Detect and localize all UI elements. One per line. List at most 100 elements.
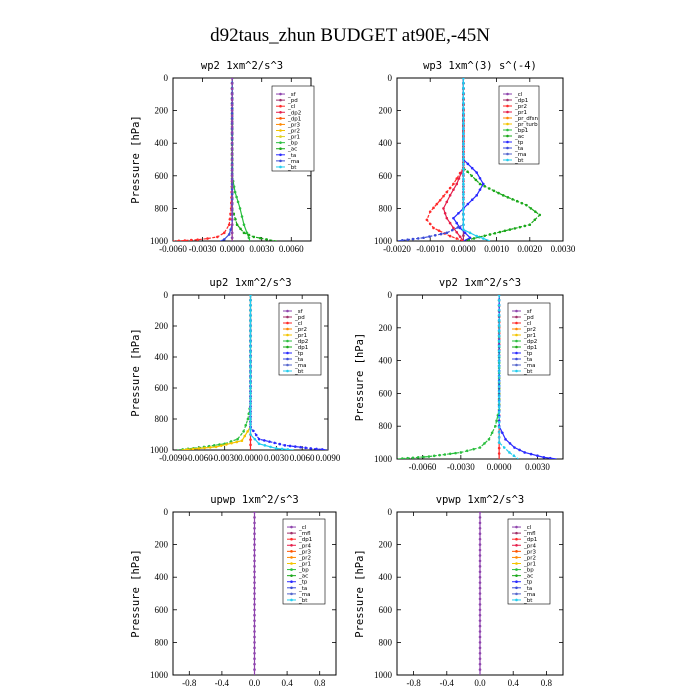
series-marker [304, 446, 307, 450]
series-marker [232, 185, 236, 188]
y-tick-label: 200 [379, 323, 393, 333]
series-marker [253, 521, 256, 525]
series-marker [427, 455, 431, 458]
series-marker [470, 174, 474, 178]
series-marker [482, 182, 485, 186]
series-marker [428, 222, 432, 226]
legend-label: _ta [287, 153, 296, 159]
series-marker [442, 207, 445, 210]
series-marker [542, 456, 546, 459]
series-marker [432, 454, 436, 458]
panel-title: upwp 1xm^2/s^3 [210, 494, 299, 506]
legend-swatch-marker [515, 333, 518, 337]
series-marker [230, 163, 234, 167]
legend-swatch-marker [279, 110, 282, 114]
series-marker [428, 210, 432, 213]
x-tick-label: 0.0030 [264, 453, 289, 463]
y-tick-label: 0 [388, 290, 393, 300]
x-tick-label: -0.8 [182, 678, 197, 688]
legend-swatch-marker [506, 128, 509, 132]
series-marker [249, 428, 252, 431]
series-marker [497, 390, 501, 394]
series-marker [478, 592, 482, 595]
series-marker [497, 334, 501, 338]
series-marker [230, 198, 234, 201]
series-marker [243, 434, 247, 438]
series-marker [494, 424, 497, 428]
x-tick-label: 0.4 [281, 678, 293, 688]
legend-label: _pr1 [294, 333, 307, 339]
series-marker [462, 203, 465, 206]
x-tick-label: -0.4 [440, 678, 455, 688]
series-marker [249, 371, 252, 374]
series-marker [497, 295, 501, 297]
legend-swatch-marker [515, 369, 518, 373]
series-marker [219, 444, 223, 447]
legend: _sf_pd_cl_pr2_pr1_dp2_dp1_tp_ta_ma_bt [278, 302, 322, 376]
legend-label: _bp [287, 141, 298, 147]
legend-label: _pr2 [287, 129, 300, 135]
legend-label: _pr3 [287, 122, 301, 128]
series-marker [249, 381, 252, 385]
series-marker [515, 199, 519, 203]
series-marker [456, 226, 460, 229]
legend: _cl_dp1_pr2_pr1_pr_dfsn_pr_turb_bp1_ac_t… [498, 85, 540, 165]
series-marker [411, 237, 415, 241]
series-marker [462, 112, 465, 115]
series-marker [239, 227, 242, 231]
series-marker [186, 448, 189, 450]
series-marker [493, 231, 497, 235]
y-tick-label: 1000 [150, 236, 169, 246]
series-marker [478, 570, 482, 574]
legend-swatch-marker [279, 117, 282, 120]
series-marker [459, 451, 463, 454]
y-tick-label: 800 [155, 414, 169, 424]
legend-swatch-marker [290, 568, 293, 571]
series-marker [435, 202, 439, 206]
series-marker [249, 324, 252, 328]
x-tick-label: -0.0010 [416, 244, 444, 254]
series-marker [458, 226, 462, 230]
series-marker [466, 162, 470, 166]
legend-label: _cl [514, 92, 523, 98]
series-marker [235, 195, 238, 199]
series-marker [462, 96, 465, 100]
plot-area [177, 295, 328, 450]
legend: _cl_mfl_dp1_pr4_pr3_pr2_pr1_bp_ac_tp_ta_… [282, 518, 326, 605]
series-marker [497, 354, 501, 358]
series-marker [320, 448, 324, 450]
legend-swatch-marker [515, 556, 518, 559]
series-marker [249, 433, 252, 436]
series-marker [230, 78, 234, 80]
series-marker [497, 298, 501, 302]
series-marker [508, 228, 512, 231]
legend-label: _pd [523, 315, 534, 321]
legend-label: _ma [294, 363, 306, 369]
legend-swatch-marker [290, 556, 293, 559]
legend-swatch-marker [290, 586, 293, 590]
y-axis-label: Pressure [hPa] [354, 549, 366, 638]
series-marker [230, 141, 234, 145]
series-marker [253, 570, 256, 574]
legend-label: _tp [523, 351, 533, 357]
series-marker [475, 234, 478, 238]
series-marker [462, 223, 465, 226]
series-marker [253, 543, 256, 546]
series-marker [462, 177, 465, 181]
legend-label: _bt [287, 165, 297, 171]
series-marker [497, 410, 501, 414]
legend-label: _sf [523, 309, 533, 315]
series-marker [216, 235, 219, 239]
series-marker [253, 619, 256, 622]
legend-label: _sf [294, 309, 304, 315]
series-marker [497, 359, 501, 363]
legend-label: _dp1 [523, 345, 537, 351]
y-tick-label: 1000 [150, 445, 169, 455]
series-marker [497, 452, 501, 455]
series-marker [253, 437, 257, 441]
y-axis-label: Pressure [hPa] [354, 333, 366, 422]
y-tick-label: 600 [155, 605, 169, 615]
series-marker [253, 613, 256, 617]
series-marker [497, 405, 501, 409]
series-marker [253, 646, 256, 650]
